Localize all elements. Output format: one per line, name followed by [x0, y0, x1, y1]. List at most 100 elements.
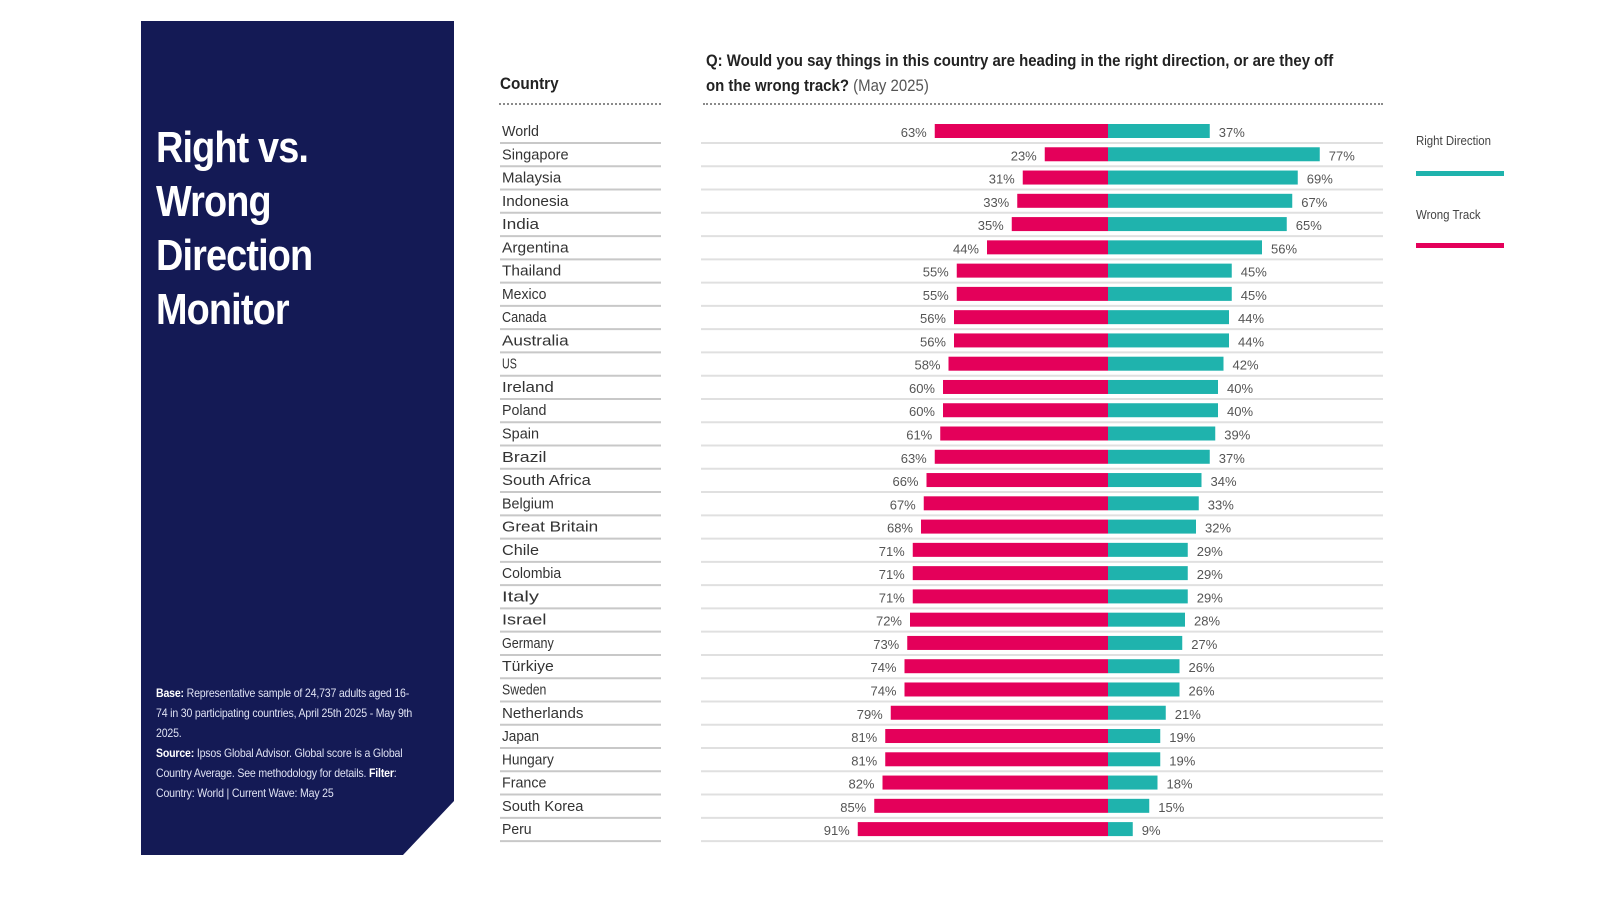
category-label: Great Britain [502, 519, 598, 536]
data-label-wrong-track: 74% [870, 683, 896, 698]
data-label-wrong-track: 56% [920, 311, 946, 326]
data-label-wrong-track: 82% [848, 777, 874, 792]
bar-wrong-track [912, 589, 1108, 604]
category-label: Mexico [502, 286, 546, 303]
category-label: France [502, 775, 546, 792]
bar-right-direction [1108, 519, 1196, 534]
data-label-wrong-track: 81% [851, 753, 877, 768]
category-label: Argentina [502, 239, 569, 256]
data-label-right-direction: 21% [1175, 707, 1201, 722]
bar-wrong-track [954, 310, 1108, 325]
data-label-right-direction: 32% [1205, 521, 1231, 536]
category-label: Ireland [502, 379, 554, 396]
category-label: Belgium [502, 495, 554, 512]
data-label-wrong-track: 73% [873, 637, 899, 652]
data-label-wrong-track: 72% [876, 614, 902, 629]
data-label-right-direction: 26% [1189, 660, 1215, 675]
filter-label: Filter [366, 766, 394, 780]
data-label-wrong-track: 81% [851, 730, 877, 745]
bar-right-direction [1108, 798, 1150, 813]
data-label-wrong-track: 44% [953, 241, 979, 256]
bar-right-direction [1108, 147, 1320, 162]
bar-wrong-track [921, 519, 1108, 534]
legend-swatch-right-direction [1416, 171, 1504, 176]
data-label-right-direction: 45% [1241, 288, 1267, 303]
bar-wrong-track [956, 286, 1108, 301]
category-label: South Korea [502, 798, 584, 815]
category-label: Italy [502, 588, 540, 605]
category-label: Japan [502, 728, 539, 745]
bar-right-direction [1108, 635, 1183, 650]
category-label: Colombia [502, 565, 562, 582]
data-label-right-direction: 29% [1197, 590, 1223, 605]
bar-wrong-track [907, 635, 1108, 650]
bar-wrong-track [910, 612, 1108, 627]
bar-right-direction [1108, 542, 1188, 557]
title-panel: Right vs. Wrong Direction Monitor Base: … [141, 21, 454, 855]
bar-wrong-track [885, 729, 1108, 744]
data-label-right-direction: 56% [1271, 241, 1297, 256]
data-label-right-direction: 42% [1233, 358, 1259, 373]
bar-wrong-track [1022, 170, 1108, 185]
country-column-header: Country [500, 74, 559, 93]
legend-label-right-direction: Right Direction [1416, 133, 1492, 148]
data-label-wrong-track: 67% [890, 497, 916, 512]
category-label: World [502, 123, 539, 140]
data-label-right-direction: 40% [1227, 404, 1253, 419]
bar-right-direction [1108, 729, 1161, 744]
bar-right-direction [1108, 310, 1229, 325]
category-label: Thailand [502, 263, 561, 280]
bar-right-direction [1108, 170, 1298, 185]
data-label-wrong-track: 91% [824, 823, 850, 838]
bar-wrong-track [1011, 217, 1108, 232]
data-label-wrong-track: 60% [909, 381, 935, 396]
bar-right-direction [1108, 612, 1185, 627]
methodology-notes: Base: Representative sample of 24,737 ad… [156, 683, 420, 803]
data-label-wrong-track: 74% [870, 660, 896, 675]
data-label-wrong-track: 63% [901, 125, 927, 140]
bar-right-direction [1108, 426, 1216, 441]
category-label: South Africa [502, 472, 592, 489]
category-label: Germany [502, 635, 554, 652]
data-label-wrong-track: 85% [840, 800, 866, 815]
bar-right-direction [1108, 659, 1180, 674]
bar-wrong-track [904, 659, 1108, 674]
category-label: US [502, 356, 517, 373]
category-label: Netherlands [502, 705, 583, 722]
data-label-right-direction: 9% [1142, 823, 1161, 838]
data-label-right-direction: 33% [1208, 497, 1234, 512]
category-label: Brazil [502, 449, 546, 466]
bar-wrong-track [940, 426, 1108, 441]
data-label-right-direction: 44% [1238, 311, 1264, 326]
category-label: Sweden [502, 681, 546, 698]
bar-right-direction [1108, 822, 1133, 837]
bar-wrong-track [857, 822, 1108, 837]
bar-right-direction [1108, 356, 1224, 371]
data-label-wrong-track: 71% [879, 590, 905, 605]
data-label-right-direction: 34% [1211, 474, 1237, 489]
category-label: India [502, 216, 540, 233]
data-label-right-direction: 26% [1189, 683, 1215, 698]
chart-title: Q: Would you say things in this country … [706, 48, 1340, 98]
data-label-wrong-track: 33% [983, 195, 1009, 210]
panel-title: Right vs. Wrong Direction Monitor [156, 121, 380, 337]
data-label-right-direction: 45% [1241, 265, 1267, 280]
bar-wrong-track [912, 566, 1108, 581]
bar-wrong-track [987, 240, 1108, 255]
bar-wrong-track [943, 379, 1108, 394]
bar-wrong-track [934, 449, 1108, 464]
data-label-wrong-track: 61% [906, 428, 932, 443]
data-label-wrong-track: 66% [892, 474, 918, 489]
category-label: Peru [502, 821, 532, 838]
data-label-wrong-track: 58% [914, 358, 940, 373]
bar-right-direction [1108, 449, 1210, 464]
bar-wrong-track [1017, 193, 1108, 208]
bar-right-direction [1108, 473, 1202, 488]
country-header-divider [499, 103, 661, 105]
bar-right-direction [1108, 124, 1210, 138]
category-label: Hungary [502, 751, 554, 768]
category-label: Chile [502, 542, 539, 559]
bar-wrong-track [874, 798, 1108, 813]
category-label: Malaysia [502, 170, 562, 187]
